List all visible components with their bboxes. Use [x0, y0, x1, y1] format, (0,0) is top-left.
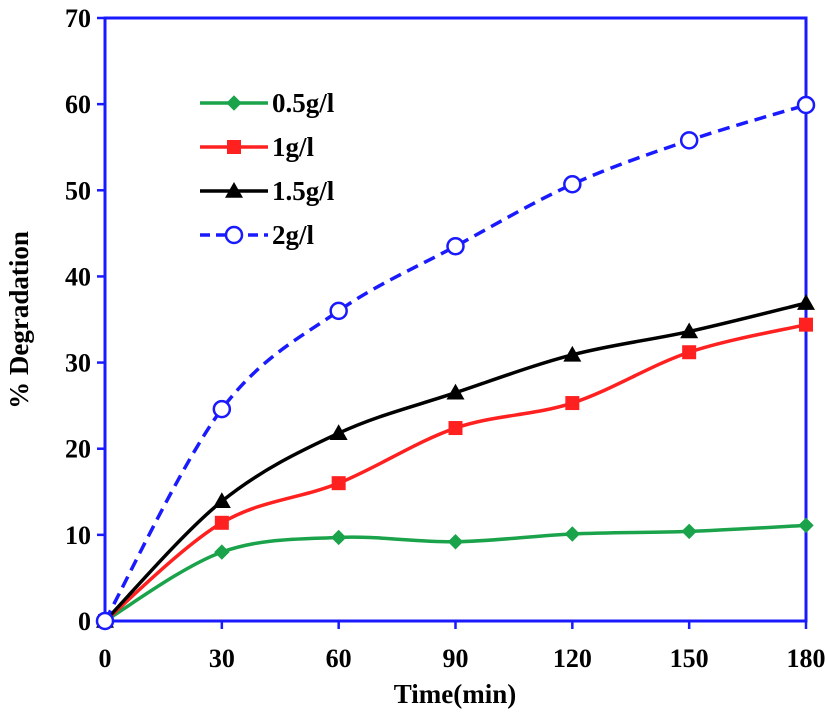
data-point — [680, 322, 699, 339]
data-point — [563, 175, 582, 194]
x-tick-label: 90 — [443, 644, 469, 673]
legend-marker — [227, 140, 241, 154]
data-point — [448, 421, 463, 436]
x-tick-label: 120 — [553, 644, 592, 673]
data-point — [329, 424, 348, 440]
y-tick-label: 60 — [65, 90, 91, 119]
legend-label: 1.5g/l — [272, 176, 335, 206]
legend-entry: 1g/l — [200, 132, 315, 162]
y-tick-label: 20 — [65, 435, 91, 464]
data-point — [798, 517, 814, 534]
data-point — [212, 399, 232, 419]
data-point — [214, 515, 229, 530]
data-point — [214, 544, 230, 560]
data-point — [565, 396, 580, 411]
data-point — [446, 383, 465, 400]
data-point — [212, 492, 231, 509]
x-tick-label: 60 — [326, 644, 352, 673]
data-point — [95, 611, 115, 631]
series-1-5gl — [96, 294, 815, 628]
legend-label: 0.5g/l — [272, 88, 335, 118]
data-point — [331, 476, 346, 491]
data-point — [681, 523, 697, 540]
legend-entry: 2g/l — [200, 220, 315, 250]
legend-marker — [226, 95, 242, 111]
data-point — [330, 529, 347, 546]
legend-entry: 1.5g/l — [200, 176, 335, 206]
legend-label: 2g/l — [272, 220, 315, 250]
y-tick-label: 30 — [65, 349, 91, 378]
x-tick-label: 0 — [99, 644, 112, 673]
data-point — [796, 95, 816, 115]
data-point — [797, 294, 815, 310]
legend-marker — [225, 182, 243, 198]
x-tick-label: 180 — [787, 644, 825, 673]
data-point — [799, 317, 813, 332]
series-line — [103, 322, 807, 623]
data-point — [564, 526, 581, 542]
data-point — [447, 534, 464, 550]
x-axis-title: Time(min) — [394, 679, 517, 709]
x-tick-label: 30 — [209, 644, 235, 673]
series-2gl — [95, 95, 816, 631]
data-point — [329, 301, 348, 321]
data-point — [682, 345, 697, 360]
series-1gl — [98, 317, 813, 628]
legend-entry: 0.5g/l — [200, 88, 335, 118]
y-tick-label: 40 — [65, 262, 91, 291]
series-line — [103, 301, 807, 623]
x-tick-label: 150 — [670, 644, 709, 673]
legend-marker — [224, 225, 244, 245]
data-point — [446, 237, 465, 256]
data-point — [563, 345, 582, 362]
y-tick-label: 50 — [65, 176, 91, 205]
legend-label: 1g/l — [272, 132, 315, 162]
y-axis-title: % Degradation — [4, 231, 34, 409]
data-point — [679, 131, 699, 150]
y-tick-label: 10 — [65, 521, 91, 550]
y-tick-label: 0 — [78, 607, 91, 636]
y-tick-label: 70 — [65, 4, 91, 33]
